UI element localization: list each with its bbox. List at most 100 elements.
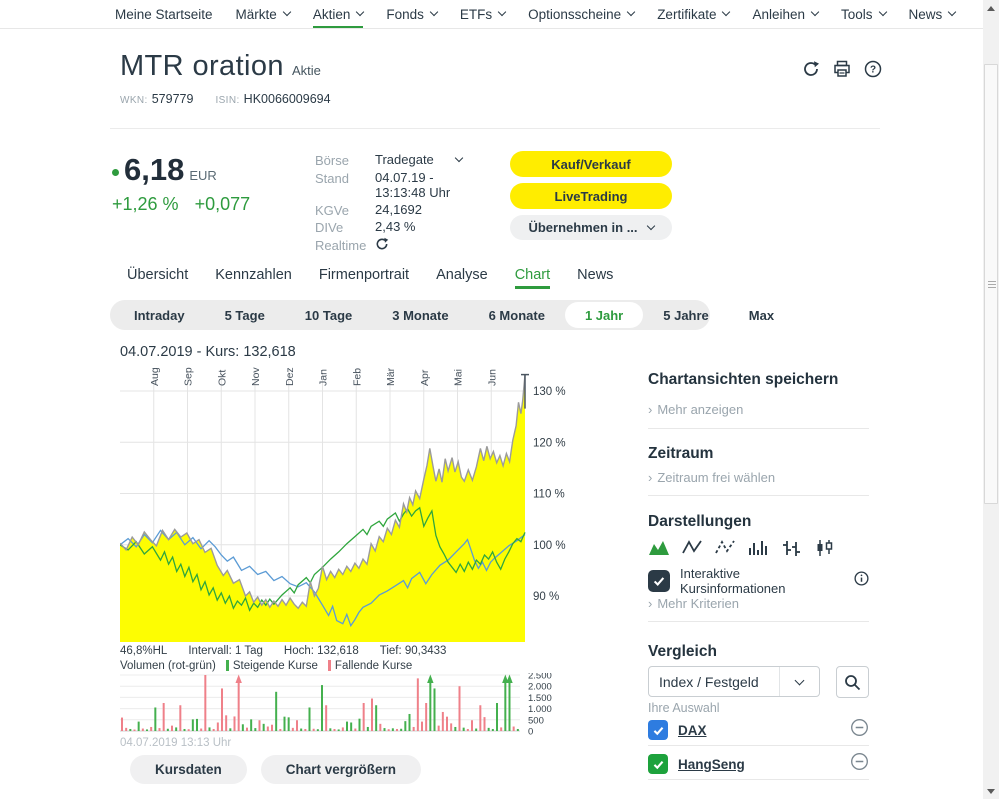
uebernehmen-label: Übernehmen in ...	[528, 220, 638, 235]
tab-kennzahlen[interactable]: Kennzahlen	[215, 267, 292, 283]
stand-value: 04.07.19 - 13:13:48 Uhr	[375, 169, 451, 201]
vergleich-search-button[interactable]	[836, 666, 869, 698]
exchange-select[interactable]: Tradegate	[375, 152, 464, 169]
help-icon[interactable]: ?	[864, 60, 882, 78]
livetrading-button[interactable]: LiveTrading	[510, 183, 672, 209]
range-10-tage[interactable]: 10 Tage	[304, 307, 353, 323]
scroll-up-icon[interactable]	[983, 0, 999, 16]
divider	[648, 428, 869, 429]
ohlc-chart-icon[interactable]	[780, 538, 802, 558]
detail-tabs: Übersicht Kennzahlen Firmenportrait Anal…	[127, 267, 614, 289]
compare-row-hangseng: HangSeng	[648, 752, 869, 776]
mountain-chart-icon[interactable]	[648, 538, 670, 558]
scrollbar[interactable]	[983, 0, 999, 799]
range-5-tage[interactable]: 5 Tage	[224, 307, 265, 323]
chart-timestamp: 04.07.2019 13:13 Uhr	[120, 737, 232, 749]
range-max[interactable]: Max	[748, 307, 775, 323]
realtime-refresh-icon[interactable]	[375, 237, 389, 254]
info-icon[interactable]	[854, 571, 869, 591]
stat-high: Hoch: 132,618	[283, 645, 359, 657]
scroll-down-icon[interactable]	[983, 783, 999, 799]
title-block: MTR oration Aktie	[120, 50, 321, 83]
nav-label: Tools	[841, 6, 873, 22]
tab-firmenportrait[interactable]: Firmenportrait	[318, 267, 410, 283]
dashed-line-chart-icon[interactable]	[714, 538, 736, 558]
remove-hangseng-icon[interactable]	[850, 752, 869, 776]
info-label: Stand	[315, 170, 349, 186]
range-1-jahr[interactable]: 1 Jahr	[564, 302, 644, 328]
mehr-kriterien-link[interactable]: › Mehr Kriterien	[648, 596, 739, 611]
tab-uebersicht[interactable]: Übersicht	[127, 267, 189, 283]
kursdaten-button[interactable]: Kursdaten	[130, 755, 247, 784]
info-row-kgve: KGVe 24,1692	[315, 202, 480, 219]
svg-text:Sep: Sep	[183, 367, 195, 386]
interactive-info-row: Interaktive Kursinformationen	[648, 566, 869, 596]
wkn: WKN: 579779	[120, 92, 193, 106]
bar-chart-icon[interactable]	[747, 538, 769, 558]
nav-item-news[interactable]: News	[908, 6, 957, 22]
range-intraday[interactable]: Intraday	[134, 307, 185, 323]
vergleich-select[interactable]: Index / Festgeld	[648, 666, 820, 697]
chart-footer-buttons: Kursdaten Chart vergrößern	[130, 755, 422, 784]
line-chart-icon[interactable]	[681, 538, 703, 558]
search-icon	[845, 674, 861, 690]
tab-analyse[interactable]: Analyse	[436, 267, 488, 283]
svg-text:130 %: 130 %	[533, 386, 566, 398]
chart-type-icons	[648, 538, 835, 558]
dax-link[interactable]: DAX	[678, 722, 707, 738]
refresh-icon[interactable]	[802, 60, 820, 78]
range-3-monate[interactable]: 3 Monate	[392, 307, 449, 323]
kauf-verkauf-button[interactable]: Kauf/Verkauf	[510, 151, 672, 177]
chevron-down-icon	[454, 153, 464, 163]
nav-label: ETFs	[459, 6, 493, 22]
nav-item-etfs[interactable]: ETFs	[459, 6, 507, 22]
interactive-info-checkbox[interactable]	[648, 570, 670, 592]
chevron-down-icon	[282, 7, 292, 17]
nav-item-fonds[interactable]: Fonds	[386, 7, 439, 22]
uebernehmen-button[interactable]: Übernehmen in ...	[510, 215, 672, 240]
price-chart[interactable]: 130 % 120 % 110 % 100 % 90 % Aug Sep Okt Nov Dez J…	[119, 362, 580, 642]
remove-dax-icon[interactable]	[850, 718, 869, 742]
exchange-value: Tradegate	[375, 152, 434, 167]
range-selector: Intraday 5 Tage 10 Tage 3 Monate 6 Monat…	[110, 300, 774, 330]
nav-item-anleihen[interactable]: Anleihen	[752, 7, 820, 22]
svg-text:?: ?	[870, 65, 876, 76]
divider	[648, 495, 869, 496]
range-6-monate[interactable]: 6 Monate	[488, 307, 545, 323]
hangseng-link[interactable]: HangSeng	[678, 756, 745, 772]
page-title: MTR oration	[120, 50, 284, 82]
nav-item-tools[interactable]: Tools	[841, 6, 887, 22]
tab-chart[interactable]: Chart	[514, 267, 551, 289]
svg-text:1.000: 1.000	[528, 704, 552, 715]
chart-vergroessern-button[interactable]: Chart vergrößern	[260, 755, 422, 784]
chevron-down-icon	[878, 7, 887, 17]
isin-value: HK0066009694	[243, 92, 331, 106]
svg-text:Okt: Okt	[216, 370, 228, 386]
divider	[648, 779, 869, 780]
chevron-down-icon	[779, 667, 819, 696]
zeitraum-frei-waehlen-link[interactable]: › Zeitraum frei wählen	[648, 470, 775, 485]
hangseng-checkbox[interactable]	[648, 754, 668, 774]
mehr-anzeigen-link[interactable]: › Mehr anzeigen	[648, 402, 743, 417]
range-5-jahre[interactable]: 5 Jahre	[663, 307, 709, 323]
nav-item-maerkte[interactable]: Märkte	[235, 6, 292, 22]
tab-news[interactable]: News	[577, 267, 614, 283]
info-label: DIVe	[315, 220, 344, 235]
candlestick-chart-icon[interactable]	[813, 538, 835, 558]
nav-label: Märkte	[235, 6, 277, 22]
nav-item-meine-startseite[interactable]: Meine Startseite	[115, 7, 213, 22]
chevron-down-icon	[626, 7, 636, 17]
wkn-label: WKN:	[120, 95, 148, 106]
svg-text:Nov: Nov	[250, 367, 262, 386]
nav-item-aktien[interactable]: Aktien	[312, 7, 365, 29]
header-actions: ?	[802, 60, 882, 78]
isin-label: ISIN:	[215, 95, 240, 106]
nav-label: News	[908, 6, 943, 22]
price-line: 6,18 EUR	[112, 152, 217, 188]
nav-item-zertifikate[interactable]: Zertifikate	[657, 7, 731, 22]
print-icon[interactable]	[833, 60, 851, 78]
nav-item-optionsscheine[interactable]: Optionsscheine	[528, 7, 636, 22]
dax-checkbox[interactable]	[648, 720, 668, 740]
svg-text:Apr: Apr	[419, 369, 431, 386]
scrollbar-thumb[interactable]	[984, 64, 998, 504]
